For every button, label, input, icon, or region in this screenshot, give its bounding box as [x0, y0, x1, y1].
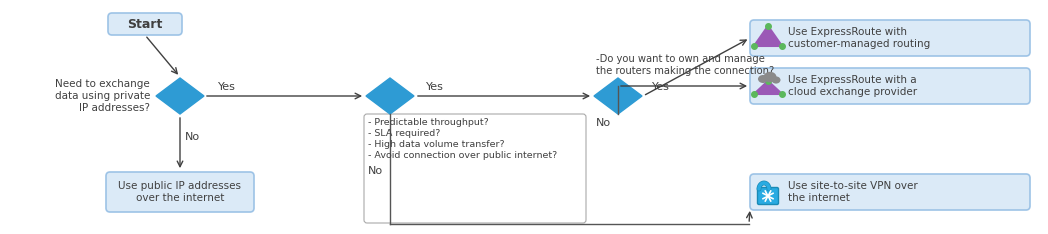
Polygon shape [754, 26, 782, 46]
FancyBboxPatch shape [750, 68, 1030, 104]
Ellipse shape [764, 72, 777, 82]
Ellipse shape [758, 75, 768, 83]
FancyBboxPatch shape [750, 174, 1030, 210]
FancyBboxPatch shape [750, 20, 1030, 56]
Text: No: No [185, 132, 200, 142]
Text: Use site-to-site VPN over
the internet: Use site-to-site VPN over the internet [788, 181, 918, 203]
Text: No: No [368, 166, 384, 176]
Text: Use ExpressRoute with
customer-managed routing: Use ExpressRoute with customer-managed r… [788, 27, 931, 49]
Polygon shape [594, 78, 642, 114]
Polygon shape [156, 78, 204, 114]
Text: Need to exchange
data using private
IP addresses?: Need to exchange data using private IP a… [54, 79, 150, 113]
Text: - Avoid connection over public internet?: - Avoid connection over public internet? [368, 151, 558, 160]
Ellipse shape [771, 76, 781, 84]
Polygon shape [366, 78, 414, 114]
FancyBboxPatch shape [106, 172, 254, 212]
Text: Yes: Yes [218, 82, 236, 92]
Text: Yes: Yes [425, 82, 444, 92]
FancyBboxPatch shape [108, 13, 182, 35]
Text: No: No [596, 118, 611, 128]
FancyBboxPatch shape [758, 187, 779, 205]
Text: Start: Start [127, 18, 162, 30]
Text: - SLA required?: - SLA required? [368, 129, 440, 138]
Text: Yes: Yes [652, 82, 670, 92]
Text: Use ExpressRoute with a
cloud exchange provider: Use ExpressRoute with a cloud exchange p… [788, 75, 917, 97]
Text: -Do you want to own and manage
the routers making the connection?: -Do you want to own and manage the route… [596, 54, 774, 76]
Text: Use public IP addresses
over the internet: Use public IP addresses over the interne… [118, 181, 241, 203]
Text: - Predictable throughput?: - Predictable throughput? [368, 118, 488, 127]
Text: - High data volume transfer?: - High data volume transfer? [368, 140, 505, 149]
Polygon shape [754, 81, 782, 94]
